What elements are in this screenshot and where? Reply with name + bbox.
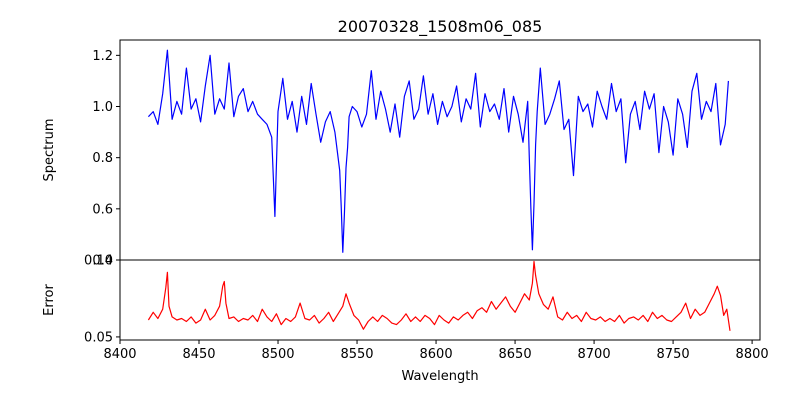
spectrum-y-tick-label: 0.6 [92,202,113,217]
chart-title: 20070328_1508m06_085 [338,17,543,37]
plot-layer: 0.4 0.6 0.8 1.0 1.2 0.05 0.10 8400 8450 8500 8550 8… [84,39,769,362]
x-tick-label: 8600 [420,347,453,362]
x-tick-label: 8700 [578,347,611,362]
x-tick-label: 8400 [103,347,136,362]
error-axes-frame [119,259,761,341]
spectrum-y-tick-label: 1.0 [92,100,113,115]
x-tick-label: 8450 [182,347,215,362]
x-tick-label: 8800 [736,347,769,362]
error-series-line [147,260,731,331]
error-y-tick-label: 0.05 [84,330,113,345]
spectrum-y-tick-label: 0.4 [92,254,113,269]
x-tick-label: 8550 [340,347,373,362]
error-y-tick-label: 0.10 [84,254,113,269]
spectrum-y-axis-label: Spectrum [42,119,57,182]
spectrum-series-line [147,49,729,253]
spectrum-y-tick-label: 1.2 [92,49,113,64]
x-axis-label: Wavelength [401,369,478,384]
x-tick-label: 8500 [261,347,294,362]
spectrum-y-tick-label: 0.8 [92,151,113,166]
error-y-axis-label: Error [42,284,57,316]
x-tick-label: 8650 [499,347,532,362]
x-tick-label: 8750 [657,347,690,362]
spectrum-axes-frame [119,39,761,261]
